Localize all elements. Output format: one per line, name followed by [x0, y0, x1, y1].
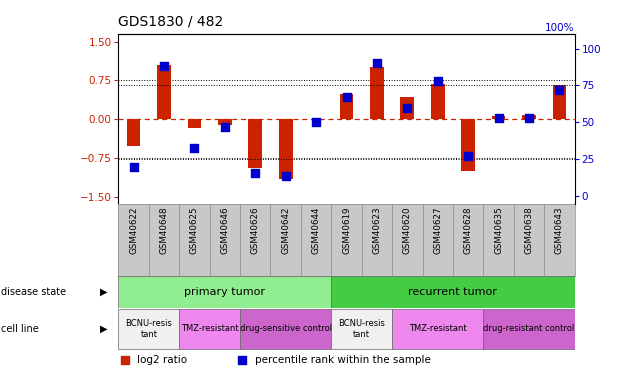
Text: GSM40638: GSM40638	[524, 207, 534, 254]
Bar	[279, 119, 292, 178]
Point	[372, 60, 382, 66]
Point	[159, 63, 169, 69]
Bar	[431, 84, 445, 119]
Text: GSM40626: GSM40626	[251, 207, 260, 254]
Text: BCNU-resis
tant: BCNU-resis tant	[338, 319, 385, 339]
Bar	[392, 309, 483, 349]
Text: disease state: disease state	[1, 287, 66, 297]
Point	[524, 115, 534, 121]
Text: BCNU-resis
tant: BCNU-resis tant	[125, 319, 172, 339]
Bar	[180, 309, 240, 349]
Bar	[158, 65, 171, 119]
Point	[190, 144, 200, 150]
Point	[341, 94, 352, 100]
Point	[403, 105, 413, 111]
Bar	[370, 68, 384, 119]
Point	[220, 124, 230, 130]
Text: TMZ-resistant: TMZ-resistant	[181, 324, 239, 333]
Point	[311, 119, 321, 125]
Bar	[331, 276, 575, 308]
Bar	[340, 94, 353, 119]
Text: GSM40627: GSM40627	[433, 207, 442, 254]
Text: primary tumor: primary tumor	[185, 287, 265, 297]
Bar	[522, 115, 536, 119]
Text: GSM40643: GSM40643	[555, 207, 564, 254]
Text: drug-sensitive control: drug-sensitive control	[239, 324, 332, 333]
Text: GSM40619: GSM40619	[342, 207, 351, 254]
Text: ▶: ▶	[100, 324, 107, 334]
Bar	[248, 119, 262, 168]
Point	[493, 115, 503, 121]
Text: GSM40635: GSM40635	[494, 207, 503, 254]
Bar	[331, 309, 392, 349]
Bar	[118, 276, 331, 308]
Point	[280, 172, 290, 178]
Text: GSM40625: GSM40625	[190, 207, 199, 254]
Bar	[401, 98, 414, 119]
Point	[250, 170, 260, 176]
Text: 100%: 100%	[545, 23, 575, 33]
Bar	[218, 119, 232, 125]
Text: drug-resistant control: drug-resistant control	[483, 324, 575, 333]
Text: GSM40648: GSM40648	[159, 207, 169, 254]
Text: GSM40628: GSM40628	[464, 207, 472, 254]
Point	[554, 87, 564, 93]
Text: TMZ-resistant: TMZ-resistant	[409, 324, 467, 333]
Text: GDS1830 / 482: GDS1830 / 482	[118, 14, 224, 28]
Bar	[553, 86, 566, 119]
Point	[433, 78, 443, 84]
Point	[129, 164, 139, 170]
Text: GSM40623: GSM40623	[372, 207, 381, 254]
Text: log2 ratio: log2 ratio	[137, 355, 187, 364]
Text: GSM40646: GSM40646	[220, 207, 229, 254]
Point	[404, 245, 414, 251]
Text: percentile rank within the sample: percentile rank within the sample	[255, 355, 431, 364]
Point	[463, 153, 473, 159]
Bar	[240, 309, 331, 349]
Bar	[127, 119, 140, 146]
Text: ▶: ▶	[100, 287, 107, 297]
Bar	[491, 117, 505, 119]
Text: cell line: cell line	[1, 324, 39, 334]
Text: GSM40622: GSM40622	[129, 207, 138, 254]
Text: recurrent tumor: recurrent tumor	[408, 287, 497, 297]
Bar	[483, 309, 575, 349]
Bar	[118, 309, 180, 349]
Text: GSM40644: GSM40644	[312, 207, 321, 254]
Text: GSM40620: GSM40620	[403, 207, 412, 254]
Bar	[461, 119, 475, 171]
Text: GSM40642: GSM40642	[281, 207, 290, 254]
Bar	[188, 119, 202, 128]
